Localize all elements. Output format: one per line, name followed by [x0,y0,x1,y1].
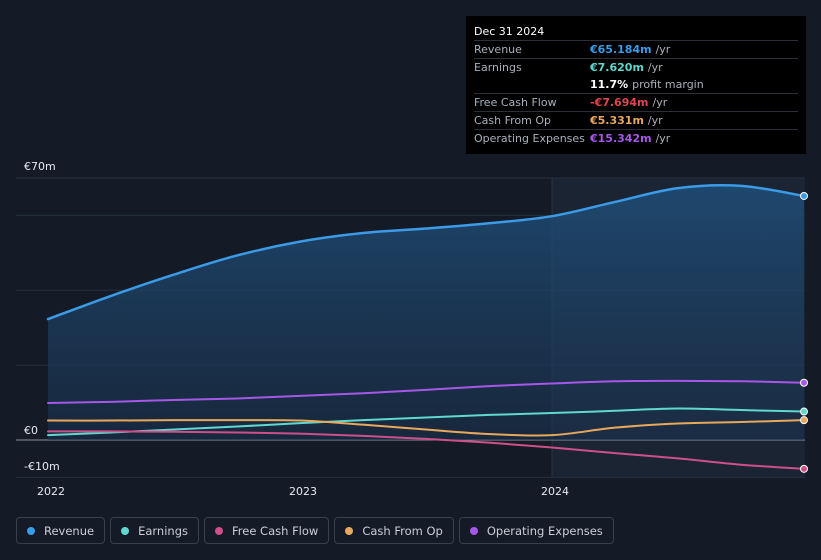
free-cash-flow-line [47,430,805,470]
tooltip-row-free-cash-flow: Free Cash Flow -€7.694m /yr [474,93,798,111]
tooltip-unit: /yr [647,114,663,127]
tooltip-row-earnings: Earnings €7.620m /yr [474,58,798,76]
legend-item-earnings[interactable]: Earnings [110,517,199,544]
free-cash-flow-dot-icon [215,526,223,535]
tooltip-label: Earnings [474,61,522,74]
tooltip-value: €7.620m [590,61,644,74]
tooltip-unit: /yr [655,43,671,56]
y-tick-label-bottom: -€10m [24,460,60,473]
legend-label: Revenue [44,523,95,538]
data-tooltip: Dec 31 2024 Revenue €65.184m /yr Earning… [466,16,806,154]
tooltip-label: Operating Expenses [474,132,585,145]
earnings-line [47,407,805,437]
operating-expenses-line [47,379,805,404]
cash-from-op-end-marker [800,416,808,425]
operating-expenses-dot-icon [469,526,478,535]
y-tick-label-zero: €0 [24,424,38,437]
revenue-line [46,184,806,321]
tooltip-value: €65.184m [590,43,652,56]
tooltip-value: -€7.694m [590,96,649,109]
tooltip-value: €5.331m [590,114,644,127]
tooltip-label [474,76,590,93]
y-tick-label-top: €70m [24,160,56,173]
free-cash-flow-end-marker [800,464,808,473]
tooltip-label: Cash From Op [474,114,552,127]
revenue-dot-icon [27,526,35,535]
tooltip-value: 11.7% [590,78,629,91]
operating-expenses-end-marker [800,378,808,387]
x-tick-label-2022: 2022 [37,485,65,498]
revenue-end-marker [800,191,808,200]
tooltip-unit: profit margin [632,78,704,91]
legend-label: Earnings [138,523,188,538]
tooltip-row-cash-from-op: Cash From Op €5.331m /yr [474,111,798,129]
x-tick-label-2023: 2023 [289,485,317,498]
tooltip-row-profit-margin: 11.7% profit margin [474,76,798,93]
tooltip-label: Free Cash Flow [474,96,557,109]
tooltip-value: €15.342m [590,132,652,145]
legend-label: Free Cash Flow [232,523,319,538]
tooltip-row-operating-expenses: Operating Expenses €15.342m /yr [474,129,798,147]
x-tick-label-2024: 2024 [541,485,569,498]
cash-from-op-dot-icon [345,526,354,535]
tooltip-date: Dec 31 2024 [474,25,545,38]
earnings-end-marker [800,407,808,416]
chart-canvas [16,177,808,478]
legend-label: Operating Expenses [486,523,603,538]
tooltip-unit: /yr [652,96,668,109]
legend-item-revenue[interactable]: Revenue [16,517,106,544]
earnings-dot-icon [121,526,130,535]
tooltip-label: Revenue [474,43,522,56]
legend-item-cash-from-op[interactable]: Cash From Op [334,517,454,544]
revenue-area [48,185,804,440]
tooltip-unit: /yr [647,61,663,74]
legend-label: Cash From Op [362,523,443,538]
tooltip-unit: /yr [655,132,671,145]
cash-from-op-line [47,419,805,437]
legend-item-operating-expenses[interactable]: Operating Expenses [458,517,614,544]
legend-item-free-cash-flow[interactable]: Free Cash Flow [204,517,330,544]
tooltip-row-revenue: Revenue €65.184m /yr [474,40,798,58]
chart-legend: Revenue Earnings Free Cash Flow Cash Fro… [16,517,614,544]
